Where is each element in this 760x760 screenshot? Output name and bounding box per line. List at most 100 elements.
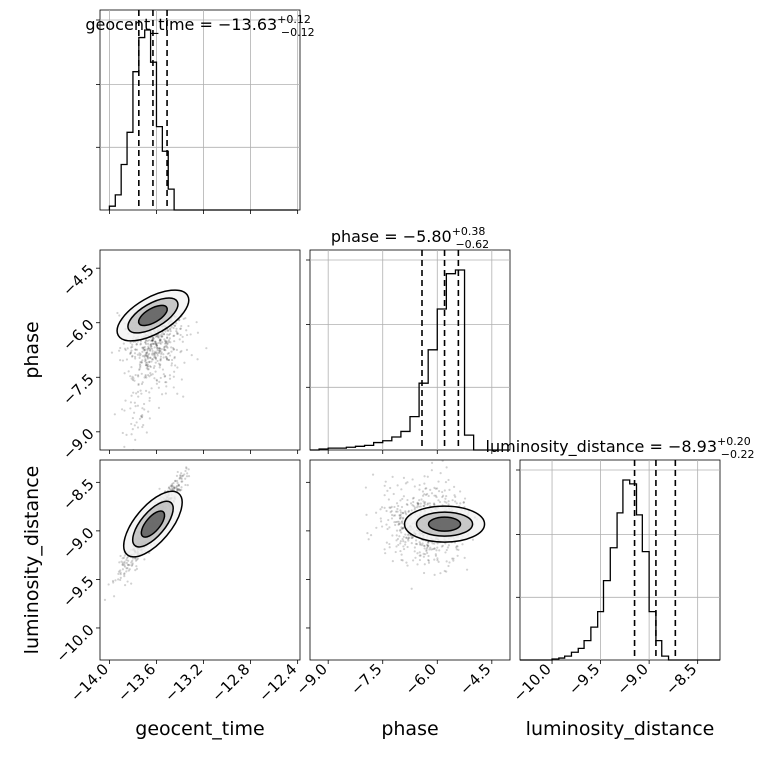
sample-point	[405, 561, 408, 564]
sample-point	[164, 342, 167, 345]
sample-point	[122, 556, 126, 559]
sample-point	[398, 535, 401, 538]
sample-point	[173, 370, 176, 373]
sample-point	[126, 563, 130, 566]
sample-point	[107, 583, 110, 586]
x-tick-label: −6.0	[402, 660, 440, 698]
sample-point	[164, 381, 167, 384]
sample-point	[441, 544, 444, 547]
sample-point	[170, 350, 173, 353]
sample-point	[402, 476, 406, 479]
sample-point	[149, 365, 152, 369]
x-axis-label: geocent_time	[135, 718, 264, 740]
sample-point	[365, 513, 368, 516]
sample-point	[413, 485, 416, 488]
sample-point	[153, 355, 157, 358]
sample-point	[142, 423, 145, 427]
sample-point	[154, 340, 157, 343]
sample-point	[430, 469, 433, 472]
y-tick-label: −10.0	[52, 621, 97, 666]
sample-point	[129, 401, 133, 404]
sample-point	[163, 375, 166, 378]
sample-point	[136, 426, 140, 429]
sample-point	[173, 324, 177, 327]
sample-point	[394, 523, 397, 527]
sample-point	[437, 490, 441, 493]
sample-point	[391, 475, 394, 478]
sample-point	[154, 370, 157, 373]
sample-point	[166, 352, 169, 355]
sample-point	[426, 503, 429, 506]
sample-point	[164, 341, 167, 344]
sample-point	[185, 348, 189, 351]
sample-point	[471, 538, 475, 541]
sample-point	[154, 341, 157, 344]
sample-point	[421, 494, 425, 497]
sample-point	[123, 347, 127, 350]
sample-point	[176, 479, 179, 483]
sample-point	[425, 543, 429, 546]
sample-point	[414, 539, 418, 542]
sample-point	[424, 553, 427, 556]
sample-point	[169, 484, 172, 487]
sample-point	[425, 546, 429, 550]
sample-point	[142, 346, 145, 349]
sample-point	[461, 543, 464, 546]
sample-point	[131, 354, 134, 357]
sample-point	[146, 365, 149, 368]
sample-point	[129, 351, 132, 355]
title-lower-error: −0.62	[455, 238, 489, 251]
sample-point	[146, 365, 149, 368]
sample-point	[155, 343, 158, 347]
sample-point	[423, 544, 426, 548]
sample-point	[123, 564, 126, 567]
sample-point	[157, 386, 160, 389]
sample-point	[406, 564, 409, 567]
sample-point	[172, 326, 175, 330]
sample-point	[133, 557, 137, 560]
sample-point	[123, 573, 126, 576]
sample-point	[178, 489, 182, 492]
sample-point	[147, 352, 151, 355]
sample-point	[430, 461, 434, 464]
sample-point	[152, 342, 155, 346]
sample-point	[156, 359, 159, 363]
sample-point	[139, 343, 142, 346]
sample-point	[152, 337, 155, 340]
sample-point	[426, 551, 429, 555]
y-tick-label: −9.0	[59, 425, 97, 463]
sample-point	[401, 512, 405, 515]
sample-point	[121, 563, 124, 566]
sample-point	[175, 327, 178, 330]
sample-point	[412, 500, 415, 504]
sample-point	[455, 545, 458, 548]
sample-point	[136, 390, 140, 393]
sample-point	[177, 483, 181, 487]
sample-point	[134, 357, 137, 360]
sample-point	[402, 540, 405, 543]
sample-point	[185, 329, 188, 332]
sample-point	[389, 486, 392, 490]
sample-point	[399, 540, 402, 543]
sample-point	[412, 496, 415, 499]
sample-point	[429, 546, 432, 549]
sample-point	[175, 331, 179, 334]
sample-point	[144, 375, 147, 378]
sample-point	[141, 413, 144, 417]
sample-point	[176, 470, 179, 474]
sample-point	[413, 546, 416, 549]
scatter-panel-geocent_time-phase	[96, 249, 301, 454]
sample-point	[141, 350, 144, 353]
sample-point	[423, 503, 426, 506]
sample-point	[400, 526, 403, 529]
sample-point	[135, 421, 138, 424]
sample-point	[379, 508, 382, 511]
sample-point	[421, 542, 424, 545]
sample-point	[171, 488, 174, 491]
sample-point	[384, 480, 387, 483]
sample-point	[126, 580, 129, 583]
sample-point	[383, 548, 386, 551]
sample-point	[426, 502, 430, 505]
sample-point	[130, 433, 133, 436]
sample-point	[445, 466, 448, 469]
